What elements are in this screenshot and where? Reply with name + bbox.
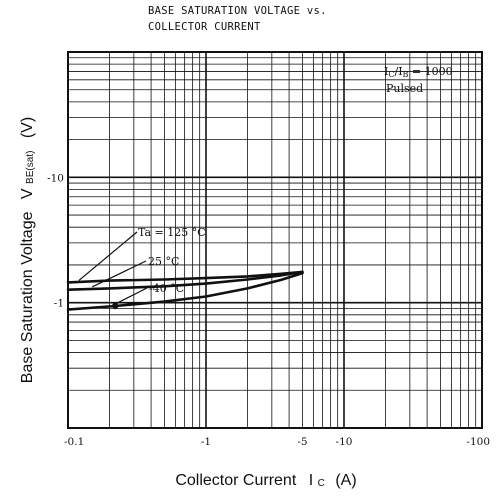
y-axis-symbol-sub: BE(sat) <box>25 151 36 184</box>
y-tick-label: -1 <box>54 298 64 310</box>
conditions-pulsed: Pulsed <box>386 82 423 95</box>
series-line-1 <box>66 270 304 292</box>
y-tick-label: -10 <box>47 172 64 184</box>
y-axis-symbol: V <box>19 188 36 199</box>
x-tick-label: -0.1 <box>64 436 84 448</box>
leader-line <box>114 287 148 305</box>
svg-text:Collector Current I: Collector Current I C (A) <box>175 472 356 490</box>
x-tick-label: -100 <box>466 436 490 448</box>
label-ta-125c: Ta = 125 °C <box>138 226 206 239</box>
x-tick-label: -1 <box>201 436 211 448</box>
svg-text:Base Saturation Voltage: Base Saturation Voltage V BE(sat) (V) <box>19 117 37 383</box>
x-axis-label: Collector Current <box>175 472 296 489</box>
x-axis-symbol: I <box>309 472 313 489</box>
label-25c: 25 °C <box>148 255 179 268</box>
x-axis-symbol-sub: C <box>318 478 325 489</box>
y-axis-label: Base Saturation Voltage <box>19 211 36 383</box>
plot-frame <box>67 51 483 429</box>
x-tick-labels: -0.1 -1 -5 -10 -100 <box>64 436 490 448</box>
x-tick-label: -10 <box>336 436 353 448</box>
y-axis-unit: (V) <box>19 117 36 138</box>
data-series <box>66 270 304 311</box>
leader-line <box>78 231 138 281</box>
y-tick-labels: -1 -10 <box>47 172 64 309</box>
grid-lines <box>68 52 482 428</box>
y-axis-title: Base Saturation Voltage V BE(sat) (V) <box>19 117 37 383</box>
x-axis-unit: (A) <box>335 472 356 489</box>
label-minus40c: -40 °C <box>149 282 184 295</box>
annotation-leaders <box>78 231 148 305</box>
leader-line <box>92 260 147 288</box>
chart-title-line2: COLLECTOR CURRENT <box>148 21 261 33</box>
x-axis-title: Collector Current I C (A) <box>175 472 356 490</box>
chart-title-line1: BASE SATURATION VOLTAGE vs. <box>148 5 327 17</box>
x-tick-label: -5 <box>297 436 307 448</box>
conditions-ratio: IC/IB = 1000 <box>384 65 453 79</box>
series-line-0 <box>66 270 304 284</box>
series-marker <box>112 302 119 310</box>
